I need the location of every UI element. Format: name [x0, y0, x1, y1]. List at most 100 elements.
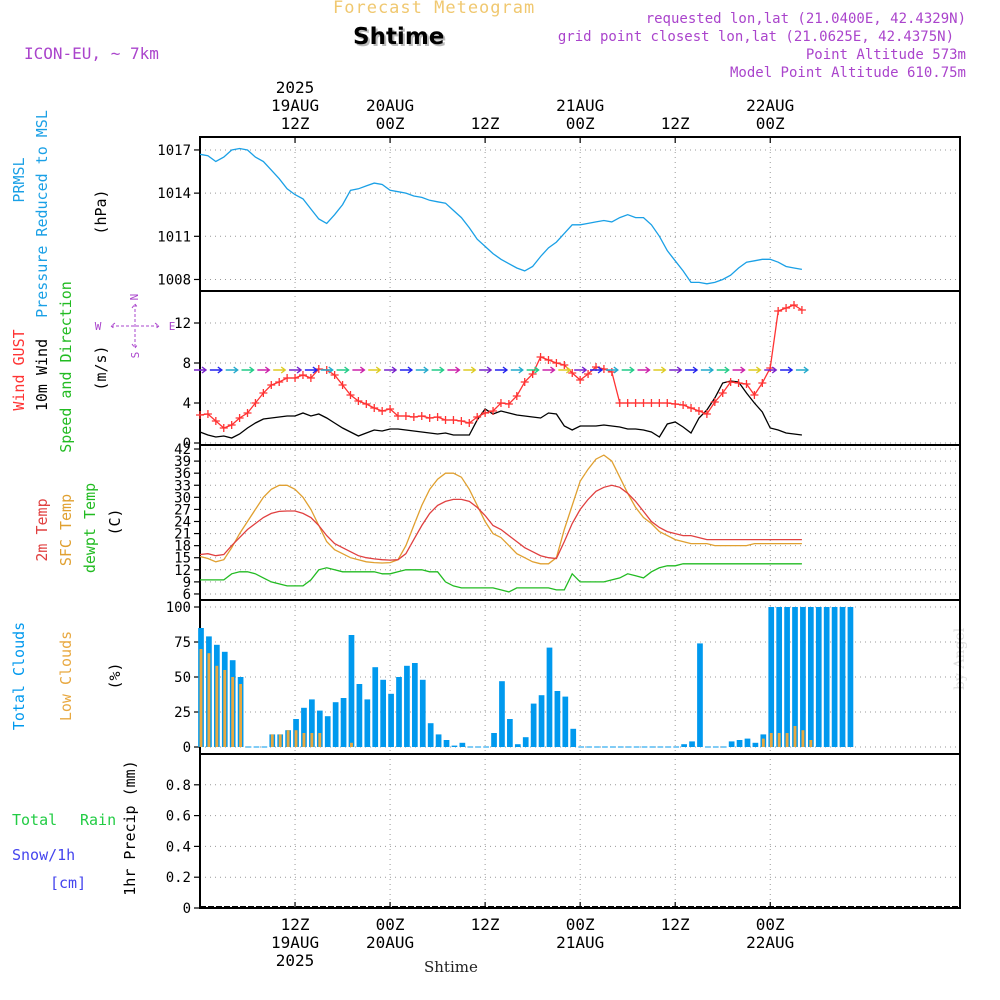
- compass-south: S: [129, 352, 142, 359]
- total-cloud-bar: [839, 607, 846, 747]
- gust-point: [663, 399, 672, 407]
- gust-point: [211, 417, 220, 425]
- gust-point: [758, 379, 767, 387]
- y-tick-label: 6: [183, 587, 191, 603]
- y-tick-label: 0: [183, 436, 191, 452]
- y-tick-label: 0.6: [166, 809, 191, 825]
- gust-point: [425, 414, 434, 422]
- wind-arrow: [700, 366, 715, 374]
- low-cloud-bar: [207, 653, 211, 747]
- low-cloud-bar: [785, 733, 789, 747]
- total-cloud-bar: [332, 702, 339, 747]
- gust-point: [465, 419, 474, 427]
- total-cloud-bar: [570, 728, 577, 747]
- gust-point: [710, 398, 719, 406]
- gust-point: [275, 378, 284, 386]
- total-cloud-bar: [459, 742, 466, 747]
- wind-arrow: [304, 366, 319, 374]
- y-tick-label: 1017: [157, 143, 191, 159]
- gust-point: [227, 421, 236, 429]
- gust-point: [457, 417, 466, 425]
- wind-arrow: [289, 366, 303, 374]
- gust-point: [774, 307, 783, 315]
- low-cloud-bar: [199, 649, 203, 747]
- gust-point: [267, 381, 276, 389]
- total-cloud-bar: [546, 647, 553, 747]
- gust-point: [243, 409, 252, 417]
- total-cloud-bar: [562, 696, 569, 747]
- y-tick-label: 21: [174, 527, 191, 543]
- gust-point: [576, 376, 585, 384]
- total-cloud-bar: [728, 741, 735, 747]
- gust-point: [306, 374, 315, 382]
- x-tick-label-bottom: 12Z: [281, 915, 310, 934]
- low-cloud-bar: [286, 730, 290, 747]
- gust-point: [394, 412, 402, 420]
- wind-arrow: [637, 366, 651, 374]
- gust-point: [409, 413, 418, 421]
- wind-arrow: [669, 366, 683, 374]
- gust-point: [338, 381, 347, 389]
- gust-point: [449, 416, 458, 424]
- precip-total-label: Total: [12, 811, 57, 829]
- wind-gust-label: Wind GUST: [10, 329, 28, 410]
- gust-point: [568, 369, 577, 377]
- clouds-unit: (%): [106, 662, 124, 689]
- total-cloud-bar: [380, 679, 387, 747]
- wind-speed-direction-label: Speed and Direction: [57, 281, 75, 453]
- pressure-label-msl: Pressure Reduced to MSL: [33, 110, 51, 318]
- gust-point: [259, 389, 268, 397]
- y-tick-label: 18: [174, 539, 191, 555]
- model-label: ICON-EU, ~ 7km: [24, 44, 159, 63]
- wind-arrow: [384, 366, 398, 374]
- gust-point: [782, 304, 791, 312]
- total-cloud-bar: [427, 723, 434, 747]
- gust-point: [401, 412, 410, 420]
- wind-arrow: [510, 366, 524, 374]
- y-tick-label: 9: [183, 575, 191, 591]
- y-tick-label: 27: [174, 502, 191, 518]
- gust-point: [481, 409, 490, 417]
- wind-arrow: [399, 366, 414, 374]
- wind-arrow: [225, 366, 239, 374]
- point-altitude: Point Altitude 573m: [805, 47, 966, 63]
- wind-arrow: [463, 366, 477, 374]
- gust-point: [433, 413, 442, 421]
- compass-east: E: [169, 320, 176, 333]
- gust-point: [235, 414, 244, 422]
- wind-arrow: [320, 366, 334, 374]
- low-cloud-bar: [310, 733, 314, 747]
- total-cloud-bar: [364, 699, 371, 747]
- wind-arrow: [716, 366, 730, 374]
- y-tick-label: 0: [183, 740, 191, 756]
- total-cloud-bar: [736, 740, 743, 747]
- low-cloud-bar: [223, 670, 227, 747]
- dewpt-label: dewpt Temp: [81, 483, 99, 573]
- wind-10m-label: 10m Wind: [33, 339, 51, 411]
- gust-point: [520, 378, 529, 386]
- pressure-unit: (hPa): [92, 189, 110, 234]
- gust-point: [679, 401, 688, 409]
- total-cloud-bar: [507, 719, 513, 747]
- total-cloud-bar: [435, 734, 442, 747]
- total-cloud-bar: [301, 707, 307, 747]
- total-cloud-bar: [792, 607, 798, 747]
- low-cloud-bar: [294, 730, 298, 747]
- gust-point: [203, 410, 212, 418]
- compass-west: W: [95, 320, 102, 333]
- gust-point: [797, 306, 806, 314]
- gust-point: [790, 301, 798, 309]
- y-tick-label: 24: [174, 514, 191, 530]
- total-cloud-bar: [388, 693, 394, 747]
- temp2m-label: 2m Temp: [33, 498, 51, 561]
- low-cloud-bar: [302, 733, 306, 747]
- wind-arrow: [574, 366, 588, 374]
- wind-arrow: [558, 366, 572, 374]
- wind-arrow: [621, 366, 635, 374]
- location-title: Shtime: [353, 24, 445, 50]
- wind-arrow: [479, 366, 493, 374]
- gust-point: [631, 399, 640, 407]
- x-tick-label-top: 00Z: [756, 114, 785, 133]
- y-tick-label: 0.2: [166, 870, 191, 886]
- gust-point: [655, 399, 664, 407]
